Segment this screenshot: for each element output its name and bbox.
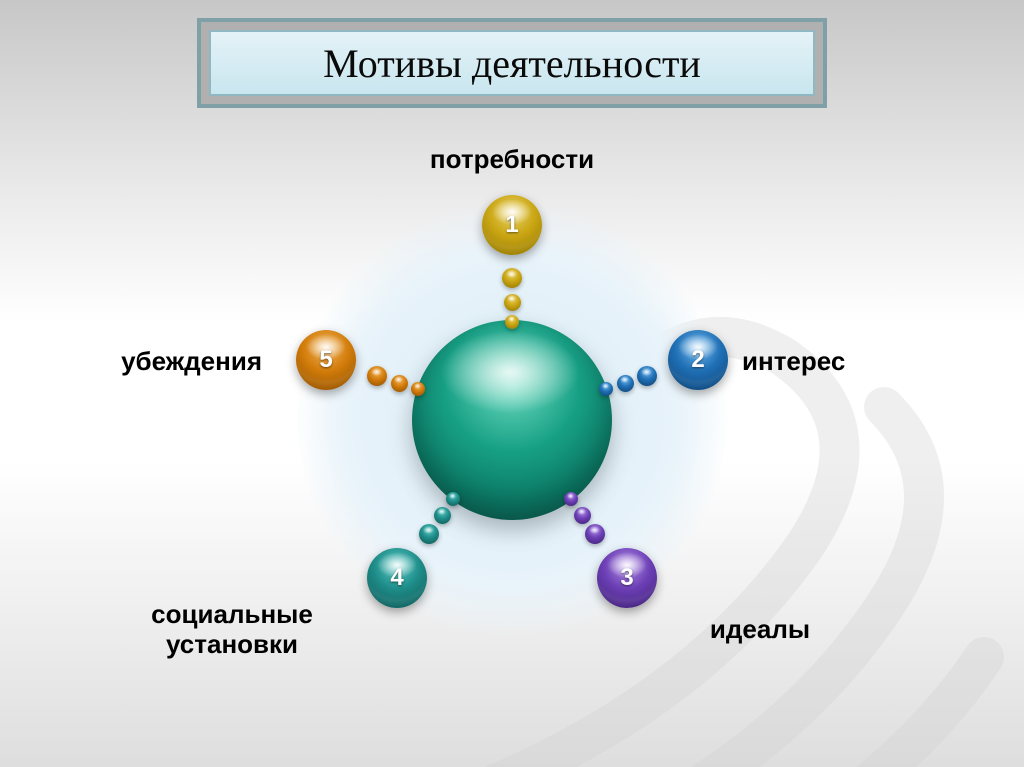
spoke-dot xyxy=(599,382,613,396)
page-title: Мотивы деятельности xyxy=(323,40,701,87)
title-box: Мотивы деятельности xyxy=(209,30,815,96)
spoke-dot xyxy=(391,375,408,392)
spoke-number: 5 xyxy=(319,346,332,374)
spoke-dot xyxy=(367,366,387,386)
spoke-dot xyxy=(446,492,460,506)
spoke-label: идеалы xyxy=(710,615,810,645)
spoke-label: интерес xyxy=(742,347,845,377)
spoke-number: 1 xyxy=(505,211,518,239)
spoke-node-2: 2 xyxy=(668,330,728,390)
spoke-label: социальные установки xyxy=(151,600,313,660)
spoke-node-1: 1 xyxy=(482,195,542,255)
spoke-dot xyxy=(419,524,439,544)
spoke-dot xyxy=(502,268,522,288)
spoke-dot xyxy=(504,294,521,311)
spoke-dot xyxy=(564,492,578,506)
spoke-label: потребности xyxy=(430,145,594,175)
spoke-number: 4 xyxy=(390,564,403,592)
spoke-node-3: 3 xyxy=(597,548,657,608)
spoke-dot xyxy=(637,366,657,386)
spoke-dot xyxy=(574,507,591,524)
radial-diagram: 1 потребности 2 интерес 3 идеалы 4 социальные у… xyxy=(102,120,922,740)
spoke-number: 3 xyxy=(620,564,633,592)
spoke-number: 2 xyxy=(691,346,704,374)
spoke-dot xyxy=(411,382,425,396)
spoke-dot xyxy=(617,375,634,392)
spoke-dot xyxy=(585,524,605,544)
spoke-dot xyxy=(434,507,451,524)
spoke-dot xyxy=(505,315,519,329)
spoke-label: убеждения xyxy=(121,347,262,377)
spoke-node-5: 5 xyxy=(296,330,356,390)
center-sphere xyxy=(412,320,612,520)
title-frame: Мотивы деятельности xyxy=(197,18,827,108)
spoke-node-4: 4 xyxy=(367,548,427,608)
